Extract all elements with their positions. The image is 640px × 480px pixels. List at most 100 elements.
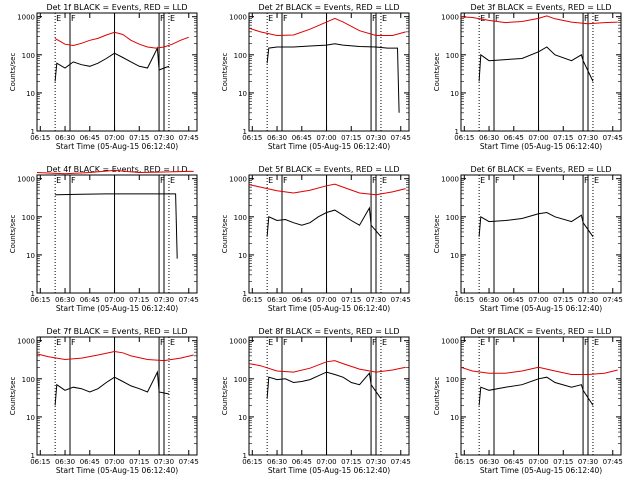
y-tick-label: 10 <box>26 414 35 422</box>
lld-series-line <box>460 15 618 25</box>
chart-title: Det 2f BLACK = Events, RED = LLD <box>258 3 399 12</box>
x-tick-label: 06:30 <box>479 458 499 466</box>
chart-panel: Det 9f BLACK = Events, RED = LLD 1 10 100 10… <box>433 327 623 475</box>
x-tick-label: 06:30 <box>55 134 75 142</box>
lld-series-line <box>248 183 406 196</box>
flag-label: F <box>71 338 76 347</box>
x-tick-label: 07:45 <box>603 296 623 304</box>
x-axis-label: Start Time (05-Aug-15 06:12:40) <box>480 142 602 151</box>
x-tick-label: 07:30 <box>366 296 386 304</box>
y-tick-label: 10 <box>26 252 35 260</box>
x-tick-label: 07:15 <box>129 296 149 304</box>
events-series-line <box>54 46 170 82</box>
x-tick-label: 06:30 <box>55 296 75 304</box>
x-axis-label: Start Time (05-Aug-15 06:12:40) <box>56 304 178 313</box>
x-tick-label: 07:30 <box>154 296 174 304</box>
y-tick-label: 10 <box>450 252 459 260</box>
flag-label: E <box>56 176 61 185</box>
x-tick-label: 07:00 <box>528 134 548 142</box>
x-tick-label: 06:30 <box>479 296 499 304</box>
flag-label: F <box>283 176 288 185</box>
x-tick-label: 07:30 <box>578 458 598 466</box>
events-series-line <box>266 43 400 113</box>
y-tick-label: 1000 <box>17 14 35 22</box>
flag-label: F <box>160 176 165 185</box>
x-tick-label: 07:45 <box>391 458 411 466</box>
events-series-line <box>266 371 382 399</box>
flag-label: E <box>268 176 273 185</box>
flag-label: E <box>594 176 599 185</box>
x-tick-label: 07:00 <box>528 458 548 466</box>
flag-label: F <box>71 14 76 23</box>
y-tick-label: 1000 <box>441 176 459 184</box>
y-tick-label: 10 <box>238 414 247 422</box>
x-axis-label: Start Time (05-Aug-15 06:12:40) <box>268 466 390 475</box>
y-tick-label: 1000 <box>441 338 459 346</box>
y-axis-label: Counts/sec <box>9 377 17 416</box>
chart-title: Det 3f BLACK = Events, RED = LLD <box>470 3 611 12</box>
flag-label: F <box>160 338 165 347</box>
x-tick-label: 06:15 <box>242 134 262 142</box>
flag-label: E <box>382 338 387 347</box>
x-tick-label: 06:15 <box>242 296 262 304</box>
flag-label: E <box>170 176 175 185</box>
x-tick-label: 06:45 <box>292 296 312 304</box>
x-tick-label: 07:00 <box>104 296 124 304</box>
x-tick-label: 07:00 <box>316 134 336 142</box>
x-tick-label: 07:00 <box>104 134 124 142</box>
chart-title: Det 4f BLACK = Events, RED = LLD <box>46 165 187 174</box>
chart-title: Det 1f BLACK = Events, RED = LLD <box>46 3 187 12</box>
y-axis-label: Counts/sec <box>221 53 229 92</box>
x-tick-label: 06:15 <box>454 296 474 304</box>
y-tick-label: 1 <box>455 452 459 460</box>
y-tick-label: 1 <box>31 452 35 460</box>
chart-panel: Det 1f BLACK = Events, RED = LLD 1 10 100 10… <box>9 3 199 151</box>
y-tick-label: 1000 <box>17 176 35 184</box>
events-series-line <box>54 370 170 406</box>
flag-label: E <box>170 14 175 23</box>
events-series-line <box>266 206 382 238</box>
y-tick-label: 10 <box>238 90 247 98</box>
plot-frame <box>36 174 198 294</box>
chart-title: Det 6f BLACK = Events, RED = LLD <box>470 165 611 174</box>
chart-panel: Det 8f BLACK = Events, RED = LLD 1 10 100 10… <box>221 327 411 475</box>
x-tick-label: 07:15 <box>553 296 573 304</box>
chart-title: Det 5f BLACK = Events, RED = LLD <box>258 165 399 174</box>
flag-label: E <box>268 338 273 347</box>
lld-series-line <box>36 169 194 175</box>
y-tick-label: 100 <box>22 214 35 222</box>
x-tick-label: 06:45 <box>292 458 312 466</box>
chart-panel: Det 4f BLACK = Events, RED = LLD 1 10 100 10… <box>9 165 199 313</box>
plot-frame <box>248 336 410 456</box>
x-tick-label: 06:45 <box>292 134 312 142</box>
flag-label: E <box>480 14 485 23</box>
y-tick-label: 100 <box>446 376 459 384</box>
flag-label: E <box>382 14 387 23</box>
plot-frame <box>460 174 622 294</box>
flag-label: E <box>170 338 175 347</box>
y-tick-label: 1 <box>455 128 459 136</box>
y-tick-label: 10 <box>450 414 459 422</box>
x-tick-label: 07:00 <box>104 458 124 466</box>
y-tick-label: 1 <box>455 290 459 298</box>
x-tick-label: 07:45 <box>603 458 623 466</box>
x-tick-label: 06:30 <box>55 458 75 466</box>
y-tick-label: 100 <box>446 214 459 222</box>
flag-label: E <box>480 338 485 347</box>
y-tick-label: 10 <box>450 90 459 98</box>
flag-label: E <box>56 338 61 347</box>
y-axis-label: Counts/sec <box>433 53 441 92</box>
flag-label: E <box>56 14 61 23</box>
plot-frame <box>460 336 622 456</box>
lld-series-line <box>36 350 194 362</box>
x-axis-label: Start Time (05-Aug-15 06:12:40) <box>268 304 390 313</box>
x-tick-label: 06:30 <box>267 296 287 304</box>
x-axis-label: Start Time (05-Aug-15 06:12:40) <box>56 466 178 475</box>
x-tick-label: 06:15 <box>454 134 474 142</box>
events-series-line <box>478 46 594 82</box>
y-axis-label: Counts/sec <box>221 215 229 254</box>
flag-label: E <box>594 338 599 347</box>
y-tick-label: 100 <box>446 52 459 60</box>
y-axis-label: Counts/sec <box>221 377 229 416</box>
